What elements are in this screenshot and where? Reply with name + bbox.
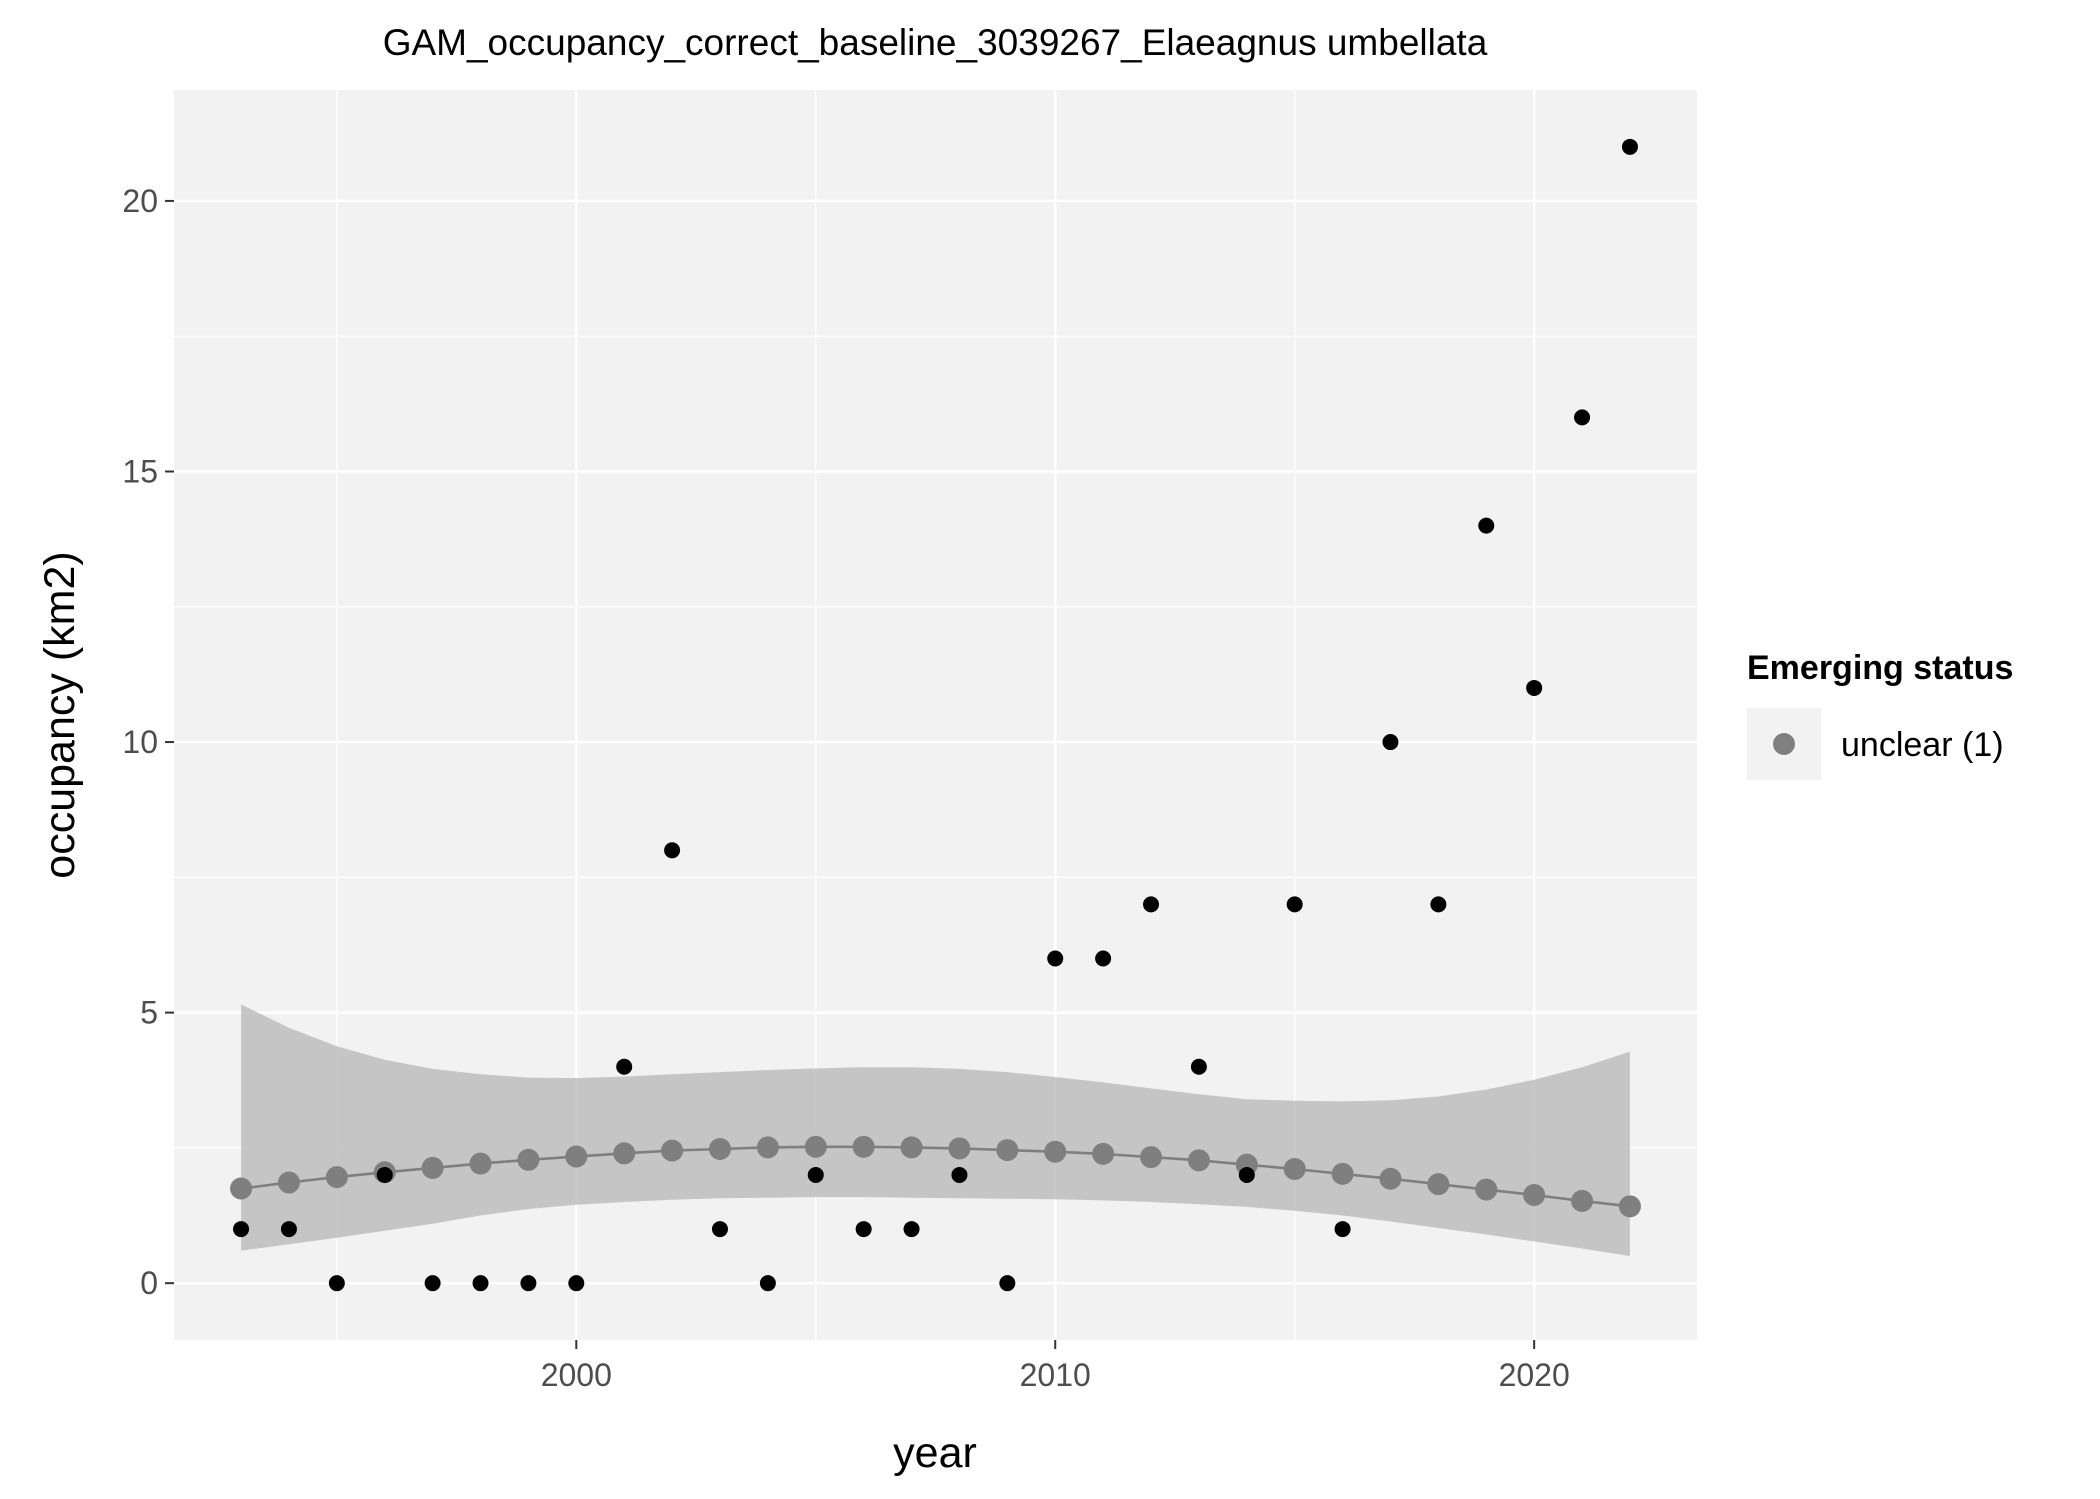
y-axis: 0 5 10 15 20 — [122, 183, 174, 1301]
y-tick-label: 20 — [122, 183, 158, 219]
fit-point — [1092, 1142, 1115, 1165]
observed-point — [1143, 896, 1160, 913]
fit-point — [230, 1177, 253, 1200]
fit-point — [1331, 1162, 1354, 1185]
observed-point — [1382, 734, 1399, 751]
fit-point — [1475, 1178, 1498, 1201]
legend: Emerging status unclear (1) — [1747, 649, 2013, 780]
x-tick-label: 2020 — [1499, 1357, 1570, 1393]
observed-point — [520, 1275, 537, 1292]
y-tick-label: 5 — [140, 995, 158, 1031]
legend-key-point — [1773, 733, 1795, 755]
fit-layer — [230, 1135, 1641, 1218]
fit-point — [1283, 1158, 1306, 1181]
y-tick-label: 15 — [122, 453, 158, 489]
legend-entry-label: unclear (1) — [1841, 726, 2004, 764]
observed-point — [855, 1221, 872, 1238]
observed-point — [1095, 950, 1112, 967]
observed-points-layer — [233, 138, 1638, 1292]
x-tick-label: 2000 — [541, 1357, 612, 1393]
observed-point — [1574, 409, 1591, 426]
fit-point — [1618, 1195, 1641, 1218]
fit-point — [1427, 1173, 1450, 1196]
x-axis: 2000 2010 2020 — [541, 1340, 1570, 1393]
fit-point — [996, 1139, 1019, 1162]
observed-point — [424, 1275, 441, 1292]
chart-title: GAM_occupancy_correct_baseline_3039267_E… — [383, 22, 1488, 63]
observed-point — [328, 1275, 345, 1292]
observed-point — [1286, 896, 1303, 913]
observed-point — [1190, 1058, 1207, 1075]
observed-point — [711, 1221, 728, 1238]
fit-point — [900, 1136, 923, 1159]
fit-point — [1571, 1189, 1594, 1212]
observed-point — [1430, 896, 1447, 913]
fit-point — [1140, 1146, 1163, 1169]
observed-point — [1334, 1221, 1351, 1238]
observed-point — [807, 1166, 824, 1183]
fit-point — [708, 1137, 731, 1160]
observed-point — [1238, 1166, 1255, 1183]
fit-point — [948, 1137, 971, 1160]
fit-point — [756, 1136, 779, 1159]
fit-point — [325, 1166, 348, 1189]
fit-point — [661, 1139, 684, 1162]
observed-point — [568, 1275, 585, 1292]
observed-point — [664, 842, 681, 859]
observed-point — [1621, 138, 1638, 155]
observed-point — [1526, 679, 1543, 696]
confidence-band-layer — [241, 1004, 1630, 1257]
fit-point — [565, 1145, 588, 1168]
observed-point — [376, 1166, 393, 1183]
observed-point — [233, 1221, 250, 1238]
fit-point — [277, 1171, 300, 1194]
y-tick-label: 0 — [140, 1265, 158, 1301]
y-axis-title: occupancy (km2) — [36, 551, 84, 878]
observed-point — [616, 1058, 633, 1075]
confidence-band — [241, 1004, 1630, 1257]
fit-point — [804, 1135, 827, 1158]
x-tick-label: 2010 — [1020, 1357, 1091, 1393]
x-axis-title: year — [893, 1429, 977, 1477]
fit-point — [1187, 1149, 1210, 1172]
observed-point — [1047, 950, 1064, 967]
fit-point — [469, 1152, 492, 1175]
y-tick-label: 10 — [122, 724, 158, 760]
observed-point — [903, 1221, 920, 1238]
fit-point — [421, 1156, 444, 1179]
fit-point — [1523, 1183, 1546, 1206]
fit-point — [1379, 1167, 1402, 1190]
fit-point — [1044, 1140, 1067, 1163]
fit-point — [613, 1142, 636, 1165]
observed-point — [280, 1221, 297, 1238]
observed-point — [759, 1275, 776, 1292]
observed-point — [1478, 517, 1495, 534]
legend-title: Emerging status — [1747, 649, 2013, 687]
fit-point — [852, 1135, 875, 1158]
observed-point — [999, 1275, 1016, 1292]
observed-point — [472, 1275, 489, 1292]
fit-point — [517, 1148, 540, 1171]
observed-point — [951, 1166, 968, 1183]
